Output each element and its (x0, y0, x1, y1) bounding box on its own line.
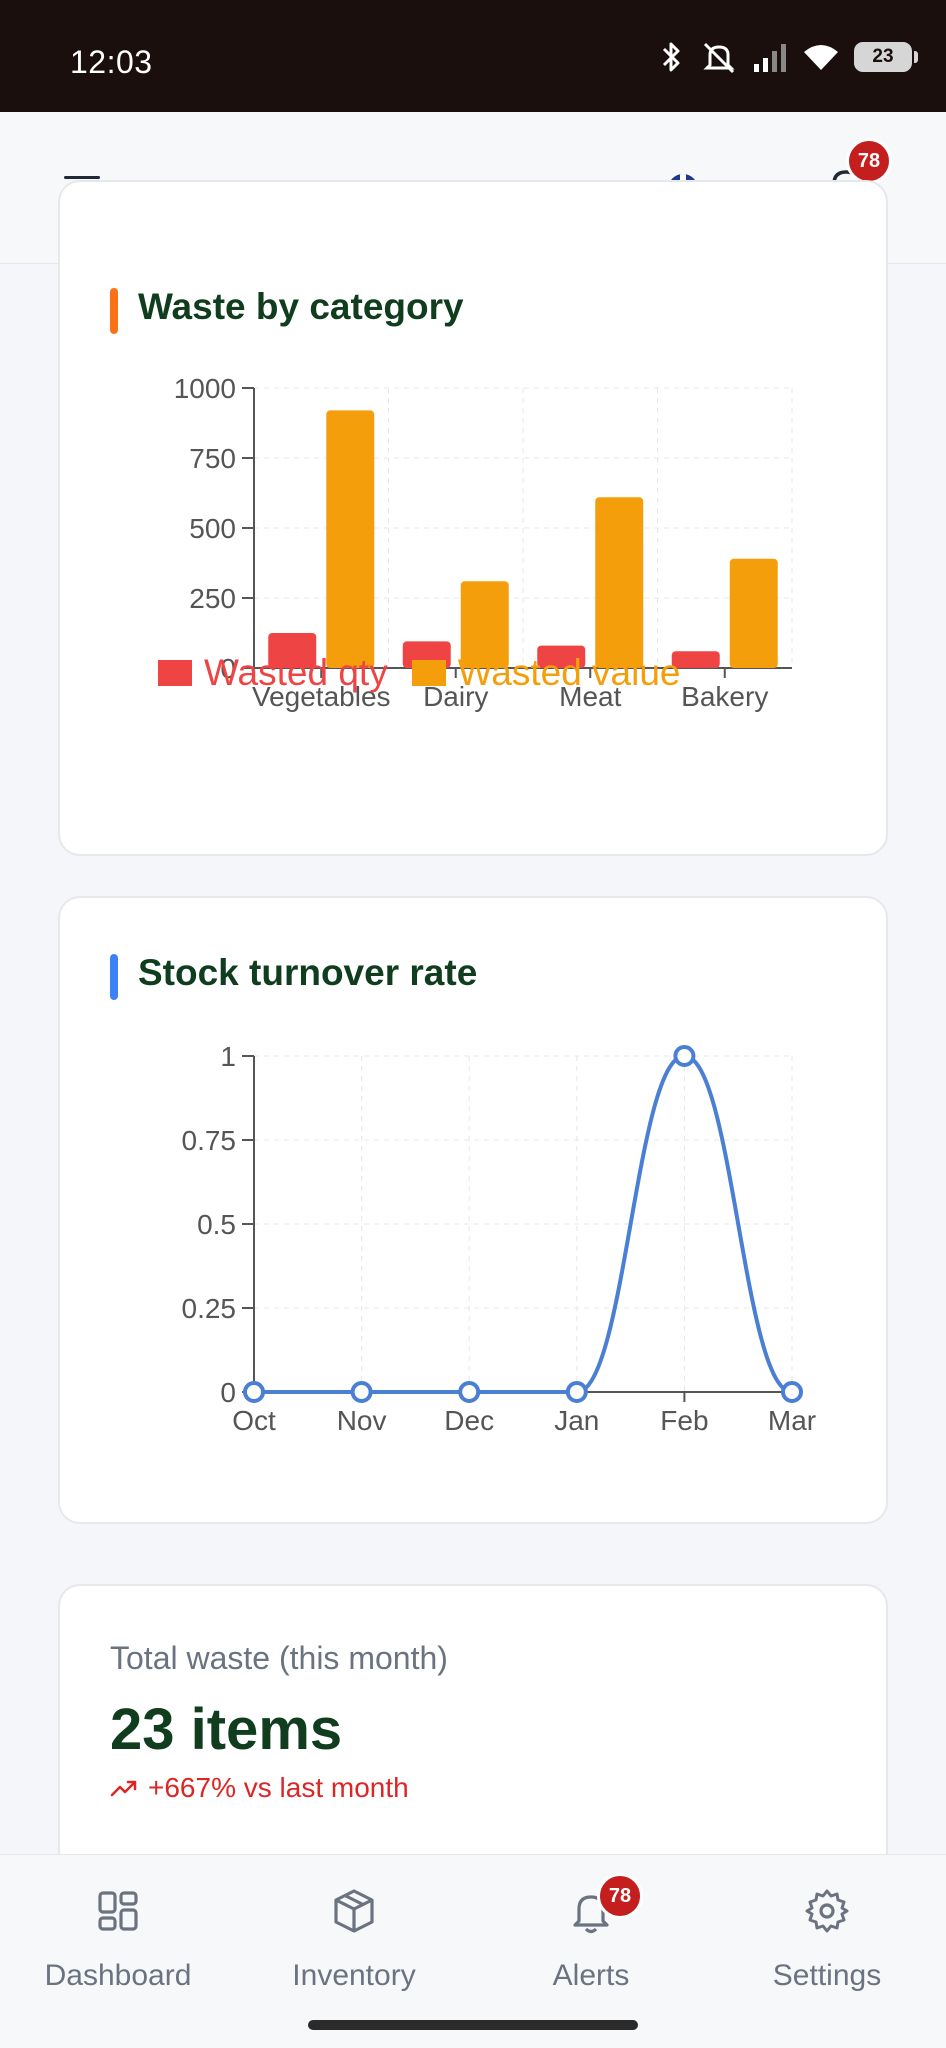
total-waste-card: Total waste (this month) 23 items +667% … (58, 1584, 888, 1854)
status-bar: 12:03 23 (0, 0, 946, 112)
legend-label: Wasted qty (204, 652, 388, 693)
x-tick-label: Vegetables (252, 681, 391, 712)
legend-swatch (158, 660, 192, 686)
data-point (565, 1381, 588, 1403)
x-tick-label: Jan (554, 1405, 599, 1436)
wifi-icon (804, 45, 838, 70)
bar (729, 558, 778, 668)
bar (595, 497, 644, 668)
x-tick-label: Feb (660, 1405, 708, 1436)
data-point (781, 1381, 803, 1403)
x-tick-label: Bakery (681, 681, 768, 712)
battery-icon: 23 (854, 42, 918, 72)
bar (537, 645, 586, 668)
notification-badge: 78 (846, 138, 892, 184)
alerts-badge: 78 (597, 1873, 643, 1919)
nav-alerts[interactable]: 78 Alerts (473, 1873, 709, 1993)
data-point (673, 1045, 696, 1067)
gear-icon (805, 1889, 849, 1933)
battery-level: 23 (872, 46, 894, 67)
y-tick-label: 1 (220, 1041, 236, 1072)
x-tick-label: Meat (559, 681, 621, 712)
bar (460, 581, 509, 668)
kpi-delta-text: +667% vs last month (148, 1772, 409, 1803)
kpi-delta: +667% vs last month (110, 1772, 409, 1804)
dashboard-icon (98, 1891, 138, 1931)
trend-up-icon (110, 1780, 137, 1797)
card-title: Waste by category (110, 286, 464, 334)
y-tick-label: 0.5 (197, 1209, 236, 1240)
status-time: 12:03 (70, 44, 153, 80)
x-tick-label: Mar (768, 1405, 816, 1436)
nav-dashboard[interactable]: Dashboard (0, 1887, 236, 1993)
status-icons: 23 (658, 40, 918, 74)
y-tick-label: 0.25 (182, 1293, 237, 1324)
package-icon (334, 1889, 374, 1933)
nav-label: Dashboard (44, 1959, 192, 1992)
stock-turnover-card: Stock turnover rate 0 0.25 0.5 0.75 1 Oct Nov D… (58, 896, 888, 1524)
legend-label: Wasted value (457, 652, 681, 693)
y-tick-label: 750 (189, 443, 236, 474)
nav-label: Inventory (292, 1959, 416, 1992)
x-tick-label: Oct (232, 1405, 276, 1436)
bluetooth-icon (662, 42, 680, 72)
nav-label: Settings (772, 1959, 882, 1992)
signal-icon (754, 44, 786, 72)
legend-item-wasted-value[interactable]: Wasted value (411, 652, 681, 694)
home-indicator (308, 2020, 638, 2030)
y-tick-label: 0.75 (182, 1125, 237, 1156)
bar (268, 633, 317, 668)
bottom-nav: Dashboard Inventory 78 Alerts Settings (0, 1854, 946, 2048)
kpi-value: 23 items (110, 1697, 343, 1762)
y-tick-label: 0 (220, 1377, 236, 1408)
legend-swatch (411, 660, 446, 686)
turnover-line-chart: 0 0.25 0.5 0.75 1 Oct Nov Dec Jan Feb Mar (182, 1041, 817, 1436)
y-tick-label: 0 (220, 653, 236, 684)
data-point (243, 1381, 265, 1403)
y-tick-label: 1000 (174, 373, 236, 404)
y-tick-label: 500 (189, 513, 236, 544)
bar (671, 651, 720, 668)
waste-by-category-card: Waste by category 0 250 500 750 1000 Vegetabl… (58, 180, 888, 856)
card-title: Stock turnover rate (110, 952, 477, 1000)
x-tick-label: Dairy (423, 681, 488, 712)
nav-label: Alerts (552, 1959, 630, 1992)
nav-settings[interactable]: Settings (709, 1887, 945, 1993)
x-tick-label: Dec (444, 1405, 494, 1436)
kpi-label: Total waste (this month) (110, 1640, 448, 1676)
y-tick-label: 250 (189, 583, 236, 614)
chart-legend: Wasted qty Wasted value (158, 652, 705, 694)
bar (326, 410, 375, 668)
legend-item-wasted-qty[interactable]: Wasted qty (158, 652, 388, 694)
nav-inventory[interactable]: Inventory (236, 1887, 472, 1993)
data-point (458, 1381, 481, 1403)
data-point (350, 1381, 373, 1403)
mute-bell-icon (703, 42, 735, 74)
x-tick-label: Nov (337, 1405, 387, 1436)
waste-bar-chart: 0 250 500 750 1000 Vegetables Dairy Meat Bakery (174, 373, 793, 712)
